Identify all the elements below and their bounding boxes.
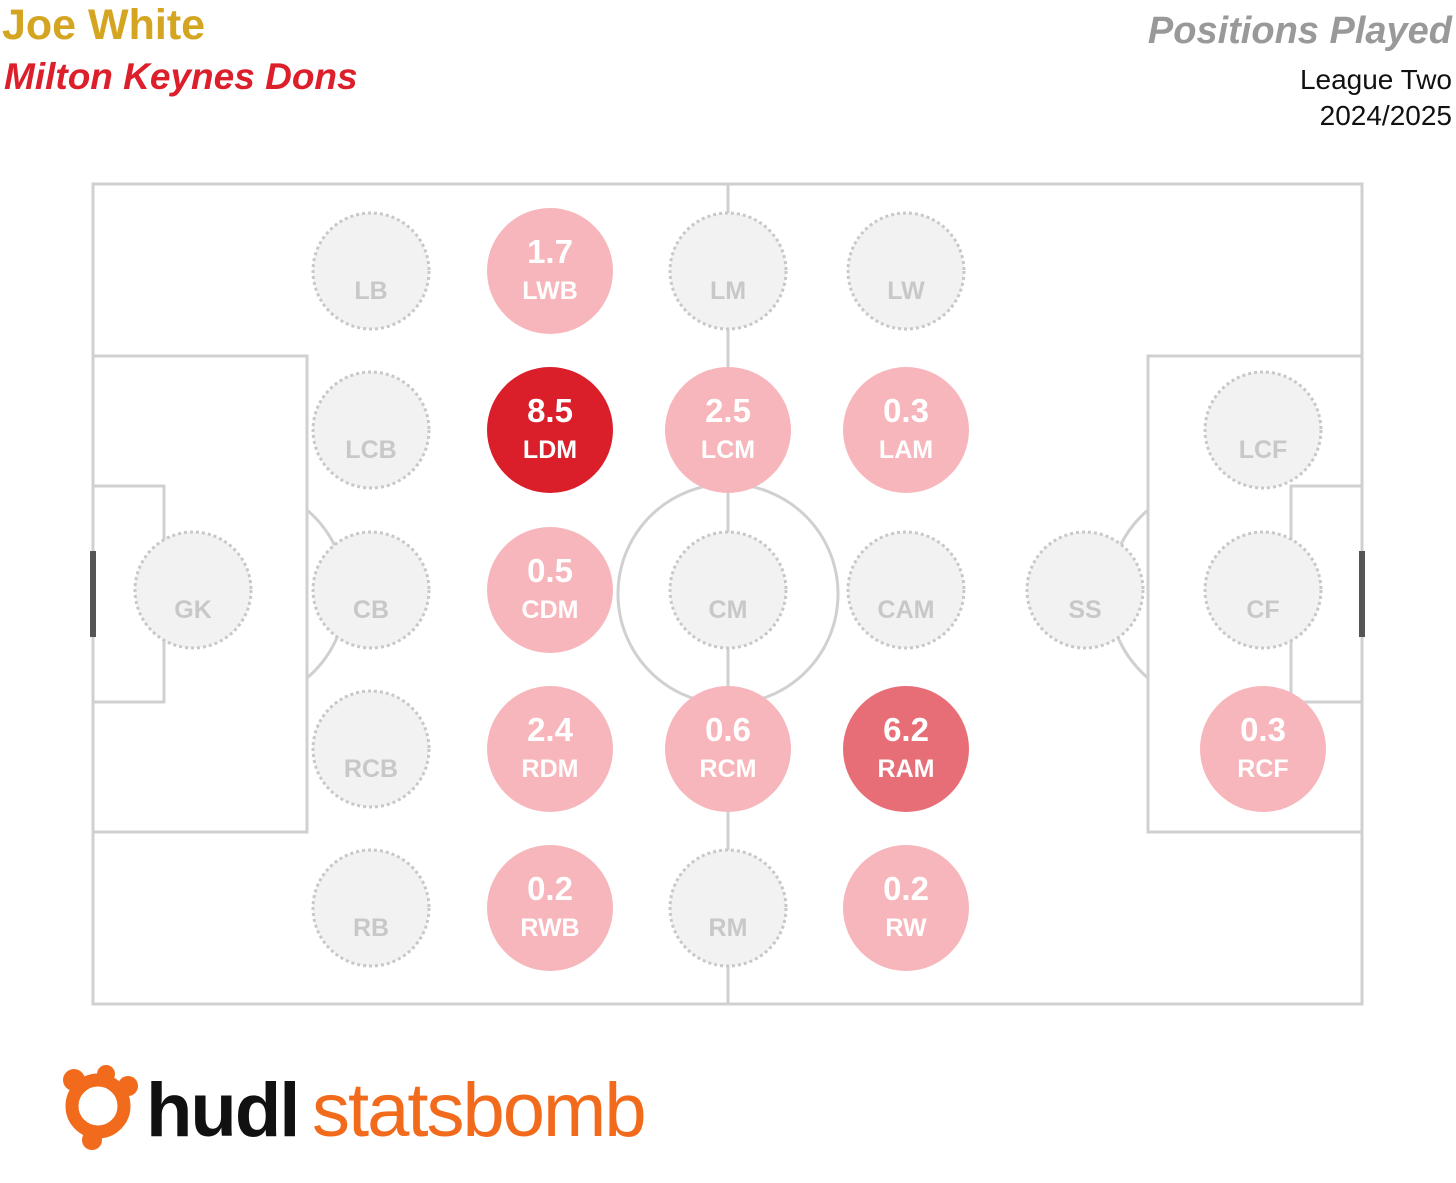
position-circle [487, 367, 613, 493]
position-marker-rm: RM [668, 848, 788, 968]
position-marker-rb: RB [311, 848, 431, 968]
position-code: CDM [522, 596, 579, 624]
position-marker-cdm: 0.5 CDM [487, 527, 613, 653]
position-value: 0.5 [527, 552, 573, 589]
position-circle [1203, 370, 1323, 490]
position-circle [487, 686, 613, 812]
position-marker-lcm: 2.5 LCM [665, 367, 791, 493]
player-name: Joe White [2, 1, 206, 49]
position-circle [1200, 686, 1326, 812]
position-marker-ss: SS [1025, 530, 1145, 650]
position-code: RAM [878, 755, 935, 783]
position-marker-rcf: 0.3 RCF [1200, 686, 1326, 812]
position-value: 8.5 [527, 392, 573, 429]
position-code: CM [709, 596, 748, 624]
position-circle [843, 845, 969, 971]
position-circle [311, 211, 431, 331]
position-marker-lb: LB [311, 211, 431, 331]
position-circle [487, 208, 613, 334]
position-circle [668, 848, 788, 968]
position-circle [487, 527, 613, 653]
position-code: RCB [344, 755, 398, 783]
position-code: RWB [520, 914, 579, 942]
position-code: RB [353, 914, 389, 942]
position-code: RCF [1237, 755, 1288, 783]
position-code: LCF [1239, 436, 1288, 464]
position-code: RCM [700, 755, 757, 783]
position-marker-lwb: 1.7 LWB [487, 208, 613, 334]
position-value: 0.3 [883, 392, 929, 429]
position-circle [1203, 530, 1323, 650]
logo-text-hudl: hudl [146, 1068, 298, 1153]
position-value: 2.4 [527, 711, 574, 748]
position-code: CAM [878, 596, 935, 624]
position-marker-ram: 6.2 RAM [843, 686, 969, 812]
left-goal [90, 551, 96, 637]
competition-label: League Two [1299, 64, 1452, 95]
position-marker-cf: CF [1203, 530, 1323, 650]
position-marker-rdm: 2.4 RDM [487, 686, 613, 812]
position-code: GK [174, 596, 212, 624]
position-circle [843, 367, 969, 493]
position-marker-lam: 0.3 LAM [843, 367, 969, 493]
position-circle [668, 530, 788, 650]
chart-title: Positions Played [1147, 10, 1452, 52]
position-code: RM [709, 914, 748, 942]
position-markers: GK LB LCB CB RCB RB 1.7 LWB 8.5 LDM 0.5 CDM 2.4 RDM 0.… [133, 208, 1326, 971]
position-marker-rw: 0.2 RW [843, 845, 969, 971]
position-code: LW [887, 277, 925, 305]
team-name: Milton Keynes Dons [4, 56, 358, 97]
position-marker-lm: LM [668, 211, 788, 331]
position-circle [311, 530, 431, 650]
hudl-statsbomb-logo: hudl statsbomb [63, 1065, 647, 1153]
position-circle [665, 686, 791, 812]
position-code: CF [1246, 596, 1279, 624]
position-circle [487, 845, 613, 971]
position-circle [311, 848, 431, 968]
position-value: 1.7 [527, 233, 573, 270]
position-marker-ldm: 8.5 LDM [487, 367, 613, 493]
position-circle [1025, 530, 1145, 650]
position-marker-gk: GK [133, 530, 253, 650]
position-code: LWB [522, 277, 578, 305]
hudl-statsbomb-logo-icon [63, 1065, 138, 1150]
position-code: LCM [701, 436, 755, 464]
position-value: 2.5 [705, 392, 751, 429]
position-code: RW [885, 914, 927, 942]
season-label: 2024/2025 [1319, 100, 1452, 131]
position-circle [843, 686, 969, 812]
position-value: 6.2 [883, 711, 929, 748]
position-code: LAM [879, 436, 933, 464]
position-marker-cm: CM [668, 530, 788, 650]
position-circle [846, 530, 966, 650]
position-marker-rcb: RCB [311, 689, 431, 809]
right-goal [1359, 551, 1365, 637]
position-circle [311, 370, 431, 490]
position-code: LB [354, 277, 387, 305]
position-value: 0.2 [527, 870, 573, 907]
position-marker-lw: LW [846, 211, 966, 331]
position-circle [133, 530, 253, 650]
position-value: 0.2 [883, 870, 929, 907]
position-code: SS [1068, 596, 1101, 624]
position-marker-cam: CAM [846, 530, 966, 650]
position-code: CB [353, 596, 389, 624]
position-circle [311, 689, 431, 809]
position-value: 0.3 [1240, 711, 1286, 748]
position-value: 0.6 [705, 711, 751, 748]
position-marker-lcb: LCB [311, 370, 431, 490]
position-code: LCB [345, 436, 396, 464]
position-code: RDM [522, 755, 579, 783]
logo-text-statsbomb: statsbomb [312, 1068, 645, 1153]
position-marker-rcm: 0.6 RCM [665, 686, 791, 812]
position-marker-rwb: 0.2 RWB [487, 845, 613, 971]
position-marker-cb: CB [311, 530, 431, 650]
position-code: LM [710, 277, 746, 305]
position-marker-lcf: LCF [1203, 370, 1323, 490]
position-circle [668, 211, 788, 331]
position-circle [665, 367, 791, 493]
position-circle [846, 211, 966, 331]
position-code: LDM [523, 436, 577, 464]
